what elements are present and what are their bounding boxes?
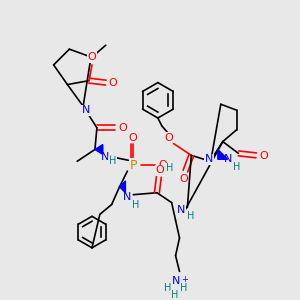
Text: N: N (82, 105, 90, 115)
Text: N: N (224, 154, 232, 164)
Text: O: O (118, 123, 127, 133)
Text: O: O (155, 165, 164, 175)
Text: N: N (171, 276, 180, 286)
Text: N: N (205, 154, 213, 164)
Text: O: O (260, 152, 268, 161)
Text: +: + (181, 275, 188, 284)
Text: H: H (132, 200, 139, 209)
Text: P: P (130, 159, 137, 172)
Text: O: O (88, 52, 96, 62)
Text: O: O (158, 160, 167, 170)
Text: H: H (164, 283, 171, 293)
Text: H: H (233, 162, 240, 172)
Text: O: O (108, 78, 117, 88)
Text: H: H (166, 163, 173, 173)
Text: H: H (171, 290, 178, 300)
Text: H: H (187, 211, 194, 221)
Text: N: N (177, 206, 186, 215)
Text: H: H (180, 283, 187, 293)
Text: O: O (128, 133, 137, 143)
Polygon shape (119, 181, 125, 193)
Text: N: N (123, 192, 132, 202)
Text: O: O (179, 174, 188, 184)
Polygon shape (218, 149, 228, 159)
Text: H: H (109, 156, 116, 166)
Text: N: N (100, 152, 109, 162)
Text: O: O (164, 133, 173, 143)
Polygon shape (95, 145, 103, 154)
